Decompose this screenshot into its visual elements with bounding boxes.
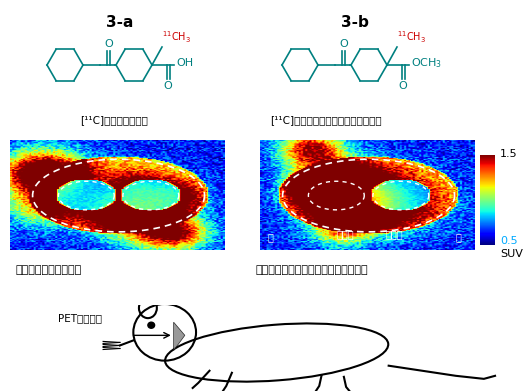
Text: 正常側: 正常側 — [386, 230, 403, 240]
Circle shape — [148, 322, 154, 328]
Text: $^{11}$CH$_3$: $^{11}$CH$_3$ — [162, 29, 191, 45]
Text: [¹¹C]ケトプロフェン: [¹¹C]ケトプロフェン — [80, 115, 148, 125]
Text: [¹¹C]ケトプロフェンメチルエステル: [¹¹C]ケトプロフェンメチルエステル — [270, 115, 382, 125]
Text: O: O — [105, 39, 113, 49]
Text: $^{11}$CH$_3$: $^{11}$CH$_3$ — [397, 29, 426, 45]
Text: 薬剤は脳へ移行しない: 薬剤は脳へ移行しない — [15, 265, 81, 275]
Text: 1.5: 1.5 — [500, 149, 518, 159]
Text: O: O — [339, 39, 348, 49]
Text: O: O — [163, 81, 172, 91]
Text: 3-b: 3-b — [341, 15, 369, 30]
Text: PET画像断面: PET画像断面 — [58, 313, 102, 323]
Text: 脳へ移行した薬剤が、炎症部位に集積: 脳へ移行した薬剤が、炎症部位に集積 — [255, 265, 368, 275]
Text: 左: 左 — [268, 232, 274, 242]
Text: 炎症側: 炎症側 — [336, 230, 354, 240]
Text: SUV: SUV — [500, 249, 523, 259]
Text: 右: 右 — [455, 232, 461, 242]
Text: OCH$_3$: OCH$_3$ — [411, 56, 442, 70]
Polygon shape — [174, 322, 185, 350]
Text: OH: OH — [176, 58, 193, 68]
Text: O: O — [398, 81, 407, 91]
Text: 0.5: 0.5 — [500, 236, 518, 246]
Text: 3-a: 3-a — [106, 15, 134, 30]
